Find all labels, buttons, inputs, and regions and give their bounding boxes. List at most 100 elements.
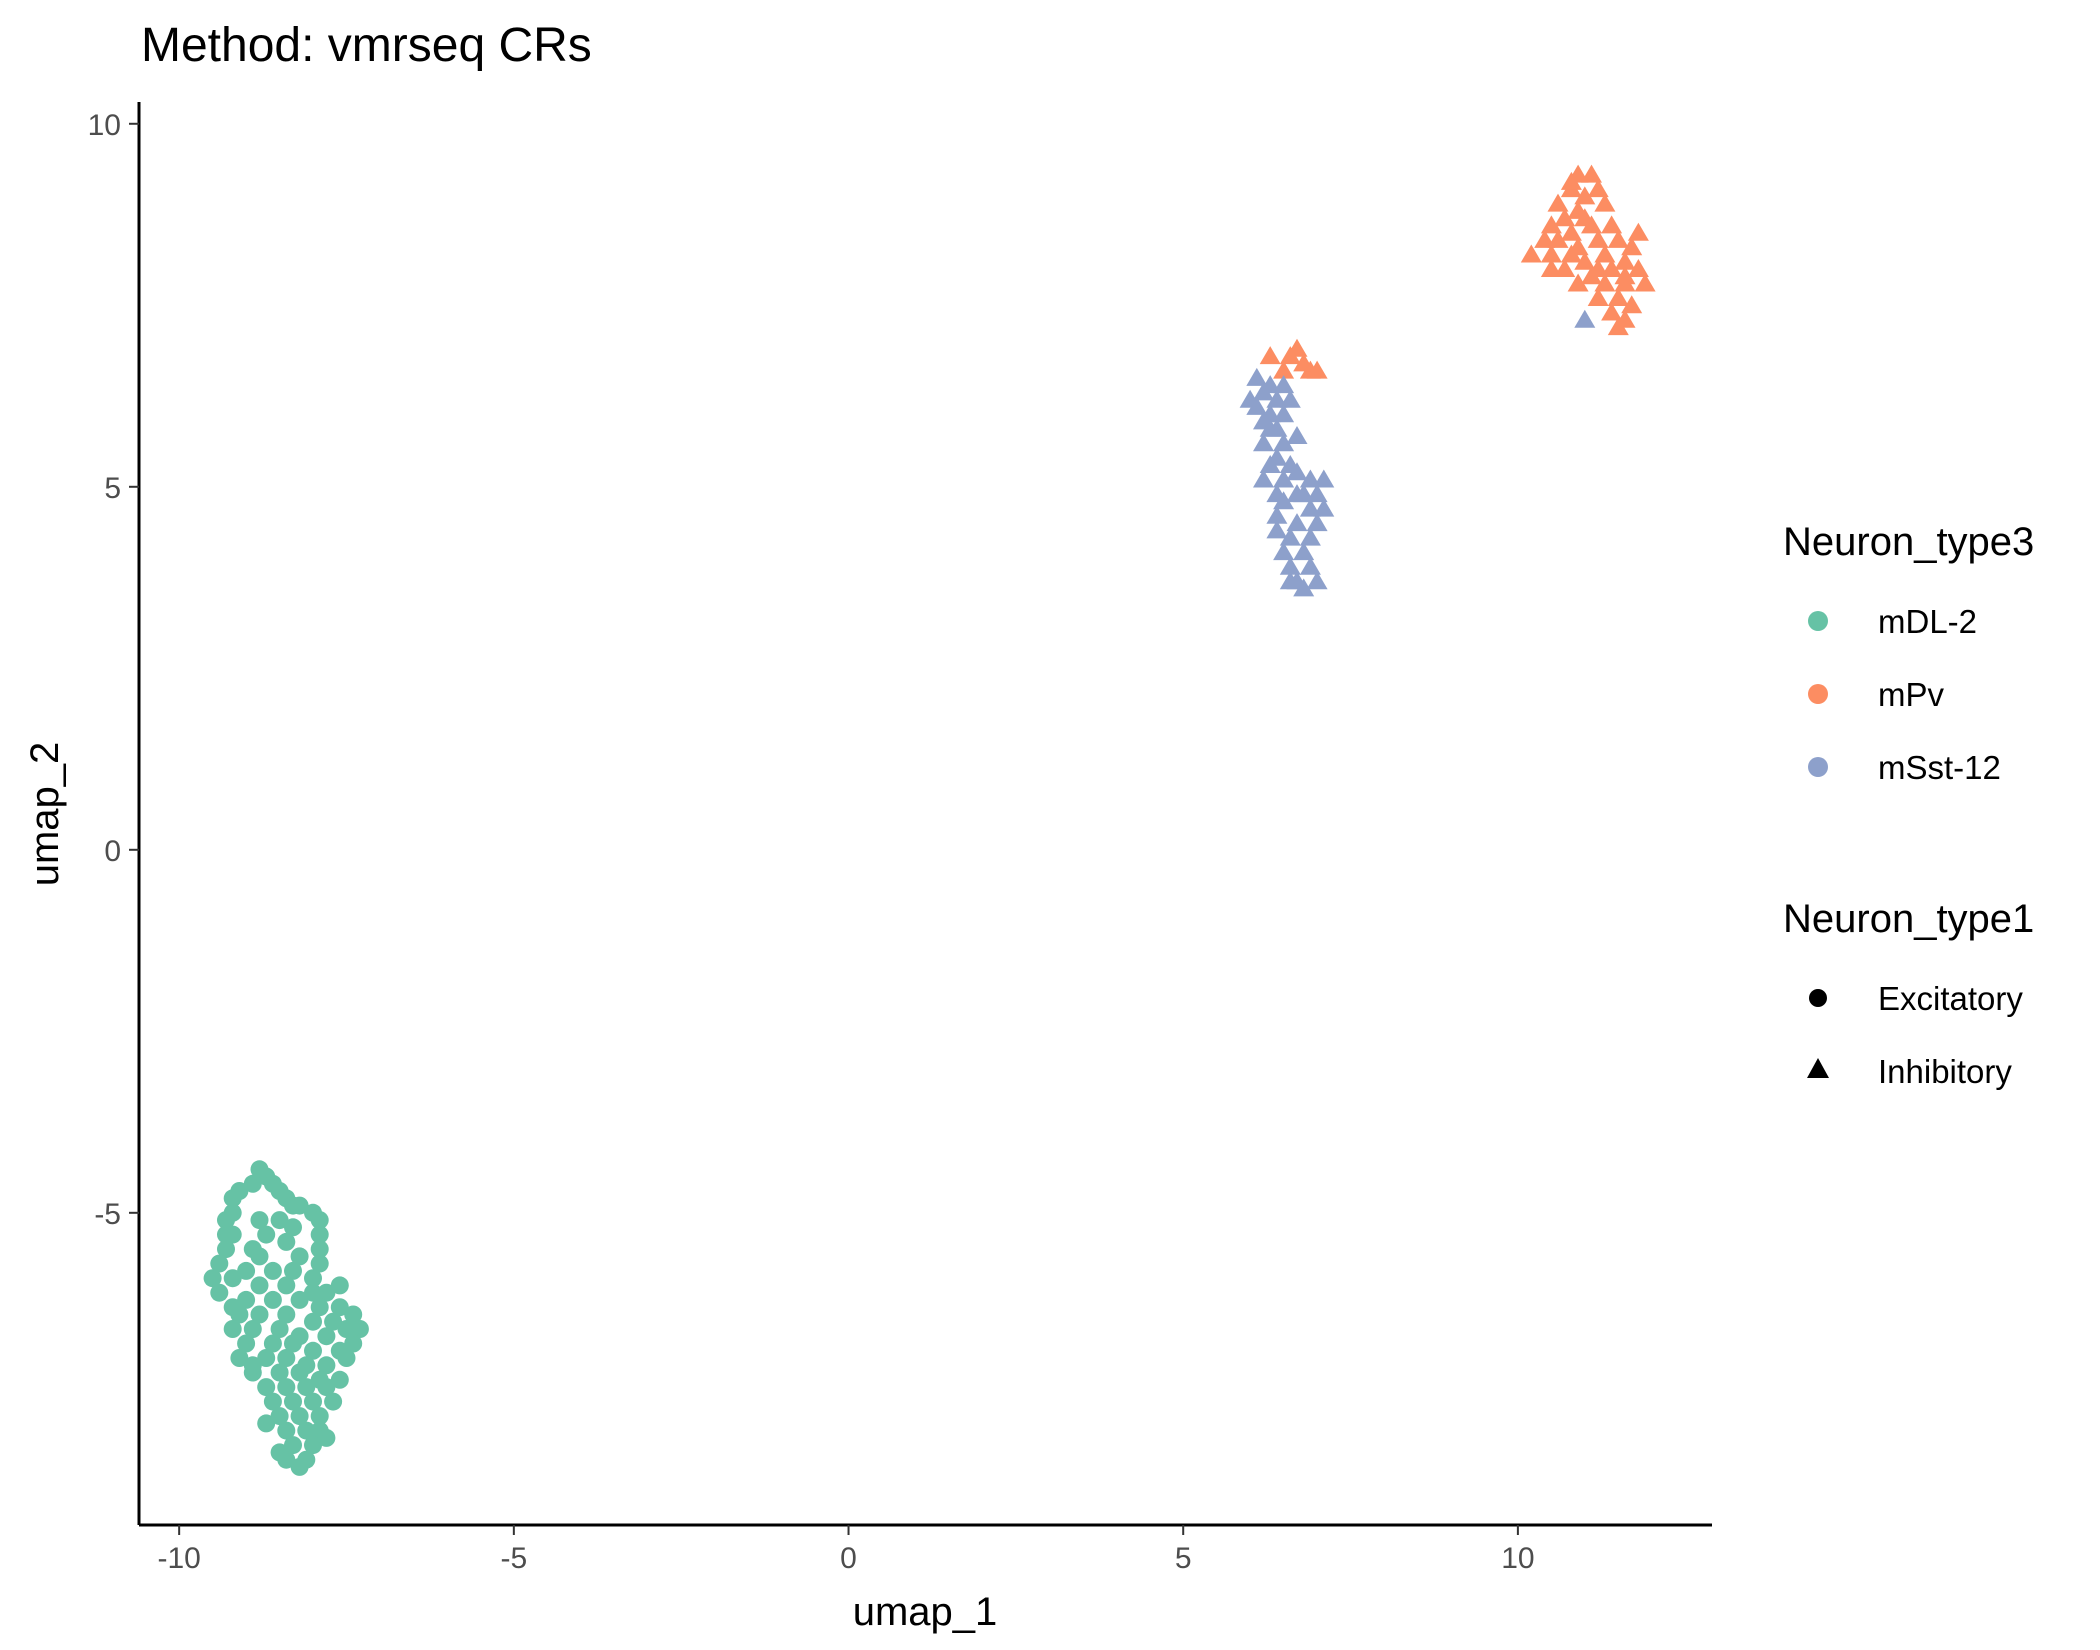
point-mpv-5 bbox=[1547, 193, 1569, 212]
y-tick-label: 10 bbox=[88, 109, 121, 142]
point-mpv-14 bbox=[1547, 229, 1569, 248]
point-mpv-21 bbox=[1554, 259, 1576, 277]
point-mpv-17 bbox=[1594, 244, 1616, 263]
point-msst12-25 bbox=[1306, 484, 1328, 503]
point-mdl2-86 bbox=[297, 1421, 316, 1440]
legend-label-mdl2: mDL-2 bbox=[1878, 603, 1977, 640]
point-mdl2-68 bbox=[337, 1349, 356, 1367]
point-mdl2-67 bbox=[317, 1356, 336, 1375]
point-mdl2-22 bbox=[310, 1240, 329, 1259]
legend-key-excitatory bbox=[1809, 989, 1827, 1007]
point-msst12-39 bbox=[1306, 571, 1328, 590]
point-mdl2-65 bbox=[277, 1349, 296, 1367]
point-msst12-26 bbox=[1273, 491, 1295, 510]
point-mpv-23 bbox=[1520, 244, 1542, 263]
point-mpv-28 bbox=[1594, 273, 1616, 292]
point-msst12-22 bbox=[1313, 469, 1335, 488]
point-mpv-33 bbox=[1607, 288, 1629, 306]
point-mdl2-42 bbox=[310, 1298, 329, 1317]
point-mdl2-80 bbox=[304, 1392, 322, 1411]
point-mdl2-38 bbox=[210, 1283, 229, 1302]
point-mpv-8 bbox=[1554, 208, 1576, 227]
point-mdl2-26 bbox=[310, 1254, 329, 1273]
point-msst12-31 bbox=[1306, 513, 1328, 532]
legend-key-mpv bbox=[1808, 684, 1828, 704]
point-mdl2-28 bbox=[237, 1261, 256, 1280]
point-mdl2-99 bbox=[217, 1225, 235, 1244]
point-msst12-42 bbox=[1259, 418, 1281, 437]
point-mdl2-58 bbox=[263, 1334, 282, 1353]
point-mdl2-29 bbox=[263, 1261, 282, 1280]
point-mdl2-30 bbox=[284, 1261, 302, 1280]
point-msst12-8 bbox=[1273, 404, 1295, 423]
point-mdl2-17 bbox=[257, 1225, 276, 1244]
x-axis-title: umap_1 bbox=[853, 1590, 998, 1634]
point-msst12-41 bbox=[1279, 571, 1301, 590]
point-msst12-29 bbox=[1266, 505, 1288, 524]
point-mdl2-79 bbox=[284, 1392, 302, 1411]
point-msst12-34 bbox=[1273, 542, 1295, 561]
point-mdl2-9 bbox=[290, 1196, 309, 1215]
point-mdl2-89 bbox=[304, 1436, 322, 1455]
point-mdl2-39 bbox=[237, 1290, 256, 1309]
point-mdl2-85 bbox=[277, 1421, 296, 1440]
point-msst12-44 bbox=[1266, 520, 1288, 539]
point-mpv-31 bbox=[1634, 273, 1656, 292]
point-msst12-13 bbox=[1273, 433, 1295, 452]
point-mdl2-95 bbox=[257, 1414, 276, 1433]
point-mdl2-25 bbox=[290, 1247, 309, 1266]
point-mdl2-97 bbox=[223, 1298, 242, 1317]
point-mdl2-59 bbox=[284, 1334, 302, 1353]
x-tick-label: 5 bbox=[1175, 1542, 1192, 1575]
point-mdl2-81 bbox=[324, 1392, 343, 1411]
point-mpv-44 bbox=[1614, 266, 1636, 285]
point-mdl2-36 bbox=[330, 1276, 349, 1295]
point-mpv-38 bbox=[1560, 171, 1582, 190]
point-mpv-34 bbox=[1621, 295, 1643, 314]
point-msst12-0 bbox=[1246, 367, 1268, 386]
point-msst12-3 bbox=[1253, 382, 1274, 401]
point-mpv-32 bbox=[1587, 288, 1609, 306]
point-mdl2-96 bbox=[243, 1356, 262, 1375]
point-mdl2-70 bbox=[270, 1363, 289, 1382]
shape-legend-title: Neuron_type1 bbox=[1783, 897, 2034, 941]
point-msst12-4 bbox=[1266, 389, 1288, 408]
x-tick-label: -5 bbox=[500, 1542, 527, 1575]
point-mdl2-32 bbox=[223, 1269, 242, 1288]
point-mdl2-56 bbox=[350, 1320, 369, 1338]
point-mdl2-51 bbox=[243, 1320, 262, 1338]
y-tick-label: -5 bbox=[94, 1198, 121, 1231]
point-mpv-39 bbox=[1574, 208, 1596, 227]
point-mdl2-2 bbox=[243, 1174, 262, 1193]
point-msst12-43 bbox=[1293, 484, 1315, 503]
point-mpv-47 bbox=[1273, 360, 1295, 379]
data-points bbox=[203, 164, 1656, 1476]
point-mdl2-93 bbox=[270, 1443, 289, 1462]
legend-label-msst12: mSst-12 bbox=[1878, 749, 2001, 786]
point-mdl2-21 bbox=[277, 1232, 296, 1251]
chart-title: Method: vmrseq CRs bbox=[141, 19, 592, 72]
point-msst12-14 bbox=[1253, 433, 1274, 452]
point-mdl2-27 bbox=[210, 1254, 229, 1273]
point-mdl2-43 bbox=[330, 1298, 349, 1317]
point-mdl2-52 bbox=[270, 1320, 289, 1338]
legend-key-inhibitory bbox=[1807, 1058, 1829, 1078]
point-mdl2-84 bbox=[310, 1407, 329, 1426]
legend: Neuron_type3 mDL-2 mPv mSst-12 Neuron_ty… bbox=[1783, 520, 2034, 1090]
point-mdl2-57 bbox=[237, 1334, 256, 1353]
point-msst12-9 bbox=[1246, 396, 1268, 415]
point-msst12-27 bbox=[1299, 498, 1321, 517]
point-msst12-45 bbox=[1574, 309, 1596, 328]
legend-label-inhibitory: Inhibitory bbox=[1878, 1053, 2012, 1090]
legend-key-mdl2 bbox=[1808, 611, 1828, 631]
point-msst12-6 bbox=[1279, 389, 1301, 408]
point-mpv-12 bbox=[1560, 222, 1582, 241]
point-mdl2-23 bbox=[217, 1240, 235, 1259]
point-mdl2-73 bbox=[330, 1370, 349, 1389]
point-mdl2-76 bbox=[297, 1378, 316, 1397]
point-mdl2-63 bbox=[230, 1349, 249, 1367]
point-mpv-19 bbox=[1621, 237, 1643, 256]
x-tick-label: 10 bbox=[1501, 1542, 1534, 1575]
point-msst12-18 bbox=[1253, 469, 1274, 488]
